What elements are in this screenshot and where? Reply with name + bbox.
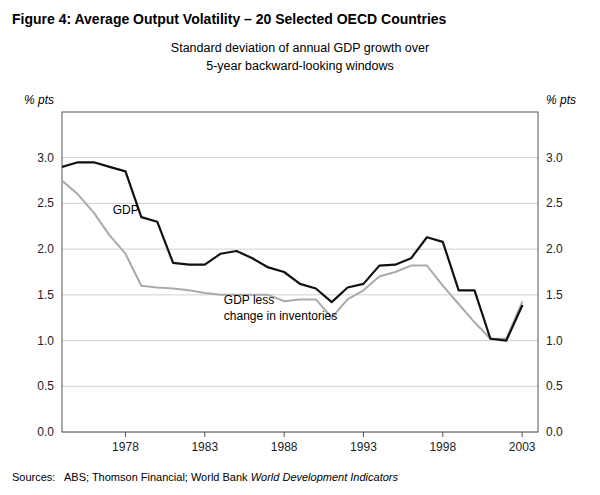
- x-tick: [284, 432, 285, 437]
- y2-tick-label: 1.5: [546, 288, 563, 302]
- x-tick-label: 1993: [350, 440, 377, 454]
- annotation: GDP: [113, 203, 139, 217]
- y2-tick-label: 1.0: [546, 334, 563, 348]
- y-tick-label: 2.5: [37, 196, 54, 210]
- plot-frame: [62, 112, 538, 432]
- y-tick-label: 3.0: [37, 151, 54, 165]
- x-tick-label: 2003: [509, 440, 536, 454]
- y2-tick-label: 3.0: [546, 151, 563, 165]
- x-tick-label: 1998: [429, 440, 456, 454]
- x-tick: [442, 432, 443, 437]
- chart: Figure 4: Average Output Volatility – 20…: [0, 0, 600, 495]
- y2-tick-label: 2.5: [546, 196, 563, 210]
- title: Figure 4: Average Output Volatility – 20…: [12, 11, 447, 27]
- subtitle: Standard deviation of annual GDP growth …: [171, 41, 429, 73]
- sources: Sources: ABS; Thomson Financial; World B…: [12, 471, 398, 483]
- y2-axis-label: % pts: [546, 93, 576, 107]
- x-tick: [522, 432, 523, 437]
- x-tick: [125, 432, 126, 437]
- y-tick-label: 0.5: [37, 379, 54, 393]
- annotations: GDP GDP lesschange in inventories: [113, 203, 337, 323]
- y-tick-label: 0.0: [37, 425, 54, 439]
- y2-tick-label: 2.0: [546, 242, 563, 256]
- sources-part: Sources: ABS; Thomson Financial; World B…: [12, 471, 251, 483]
- y2-tick-label: 0.5: [546, 379, 563, 393]
- x-tick: [363, 432, 364, 437]
- annotation: GDP lesschange in inventories: [224, 293, 337, 323]
- y2-tick-label: 0.0: [546, 425, 563, 439]
- grid-line: [62, 249, 538, 250]
- sources-part: World Development Indicators: [251, 471, 399, 483]
- y-axis: 0.0 0.5 1.0 1.5 2.0 2.5 3.0: [37, 151, 54, 439]
- x-tick-label: 1978: [112, 440, 139, 454]
- x-tick-label: 1983: [191, 440, 218, 454]
- grid: [62, 158, 538, 432]
- grid-line: [62, 157, 538, 158]
- x-tick-label: 1988: [271, 440, 298, 454]
- grid-line: [62, 294, 538, 295]
- grid-line: [62, 386, 538, 387]
- lines: [62, 162, 522, 340]
- x-axis: 1978 1983 1988 1993 1998 2003: [112, 432, 536, 454]
- y-tick-label: 2.0: [37, 242, 54, 256]
- y-axis-label: % pts: [24, 93, 54, 107]
- y2-axis: 0.0 0.5 1.0 1.5 2.0 2.5 3.0: [546, 151, 563, 439]
- y-tick-label: 1.0: [37, 334, 54, 348]
- series-line: [62, 162, 522, 340]
- series-line: [62, 181, 522, 339]
- grid-line: [62, 340, 538, 341]
- x-tick: [204, 432, 205, 437]
- y-tick-label: 1.5: [37, 288, 54, 302]
